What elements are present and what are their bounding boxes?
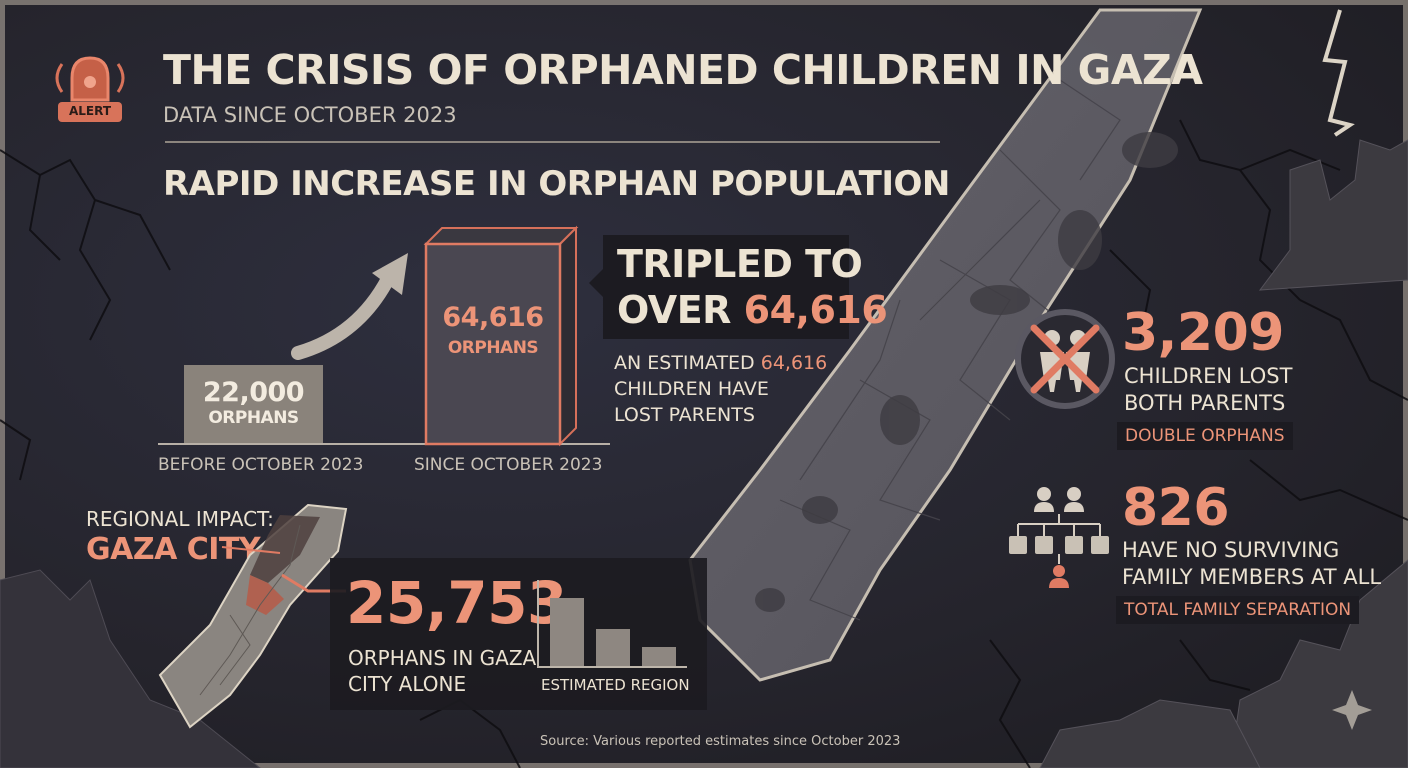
regional-desc-line2: CITY ALONE bbox=[348, 672, 467, 696]
double-orphans-value: 3,209 bbox=[1122, 303, 1284, 363]
lightning-icon bbox=[1322, 9, 1355, 137]
bar-baseline bbox=[158, 443, 610, 445]
family-tree-icon bbox=[1009, 487, 1109, 588]
mini-chart-bar bbox=[596, 629, 630, 666]
bar-since-label: SINCE OCTOBER 2023 bbox=[414, 455, 603, 475]
bar-before-unit: ORPHANS bbox=[208, 408, 299, 428]
mini-chart-axis-y bbox=[537, 580, 539, 668]
sparkle-icon bbox=[1332, 690, 1372, 730]
mini-chart-axis-x bbox=[537, 666, 687, 668]
regional-value: 25,753 bbox=[346, 569, 567, 637]
regional-city: GAZA CITY bbox=[86, 532, 261, 567]
bar-before: 22,000 ORPHANS bbox=[184, 365, 323, 443]
note-pre: AN ESTIMATED bbox=[614, 352, 755, 374]
no-family-line1: HAVE NO SURVIVING bbox=[1122, 538, 1340, 562]
bar-before-label: BEFORE OCTOBER 2023 bbox=[158, 455, 364, 475]
bar-before-value: 22,000 bbox=[202, 377, 305, 408]
page-title: THE CRISIS OF ORPHANED CHILDREN IN GAZA bbox=[163, 46, 1203, 94]
crack-lines bbox=[0, 119, 1408, 768]
double-orphans-line1: CHILDREN LOST bbox=[1124, 364, 1293, 388]
double-orphans-tag: DOUBLE ORPHANS bbox=[1117, 422, 1293, 450]
callout-value: 64,616 bbox=[743, 288, 888, 332]
regional-desc-line1: ORPHANS IN GAZA bbox=[348, 646, 537, 670]
mini-chart-bar bbox=[550, 598, 584, 666]
growth-arrow-icon bbox=[291, 253, 408, 360]
alert-label: ALERT bbox=[68, 104, 112, 118]
bar-since bbox=[423, 225, 579, 447]
crossed-parents-icon bbox=[1015, 309, 1115, 409]
page-subtitle: DATA SINCE OCTOBER 2023 bbox=[163, 103, 457, 127]
source-note: Source: Various reported estimates since… bbox=[540, 734, 901, 749]
callout-line1: TRIPLED TO bbox=[617, 242, 863, 286]
ruins-right bbox=[1039, 139, 1408, 768]
no-family-tag: TOTAL FAMILY SEPARATION bbox=[1116, 596, 1360, 624]
regional-desc: ORPHANS IN GAZA CITY ALONE bbox=[348, 645, 536, 697]
mini-chart-label: ESTIMATED REGION bbox=[541, 676, 690, 694]
note-line2: CHILDREN HAVE bbox=[614, 378, 769, 400]
regional-label: REGIONAL IMPACT: bbox=[86, 507, 274, 531]
alert-icon: ALERT bbox=[48, 44, 132, 124]
bar-since-value: 64,616 bbox=[442, 302, 544, 333]
note-value: 64,616 bbox=[760, 352, 828, 374]
note-line3: LOST PARENTS bbox=[614, 404, 755, 426]
mini-chart bbox=[550, 598, 680, 666]
double-orphans-line2: BOTH PARENTS bbox=[1124, 391, 1286, 415]
tripled-note: AN ESTIMATED 64,616 CHILDREN HAVE LOST P… bbox=[614, 350, 827, 428]
bar-since-unit: ORPHANS bbox=[447, 338, 539, 358]
regional-map bbox=[158, 503, 348, 729]
callout-pointer bbox=[589, 269, 603, 297]
double-orphans-desc: CHILDREN LOST BOTH PARENTS bbox=[1124, 363, 1292, 417]
mini-chart-bar bbox=[642, 647, 676, 666]
regional-panel bbox=[330, 558, 707, 710]
no-family-line2: FAMILY MEMBERS AT ALL bbox=[1122, 565, 1382, 589]
section-heading: RAPID INCREASE IN ORPHAN POPULATION bbox=[163, 164, 950, 204]
tripled-callout: TRIPLED TO OVER 64,616 bbox=[589, 235, 888, 339]
no-family-desc: HAVE NO SURVIVING FAMILY MEMBERS AT ALL bbox=[1122, 537, 1381, 591]
callout-over: OVER bbox=[617, 288, 731, 332]
no-family-value: 826 bbox=[1122, 478, 1230, 538]
